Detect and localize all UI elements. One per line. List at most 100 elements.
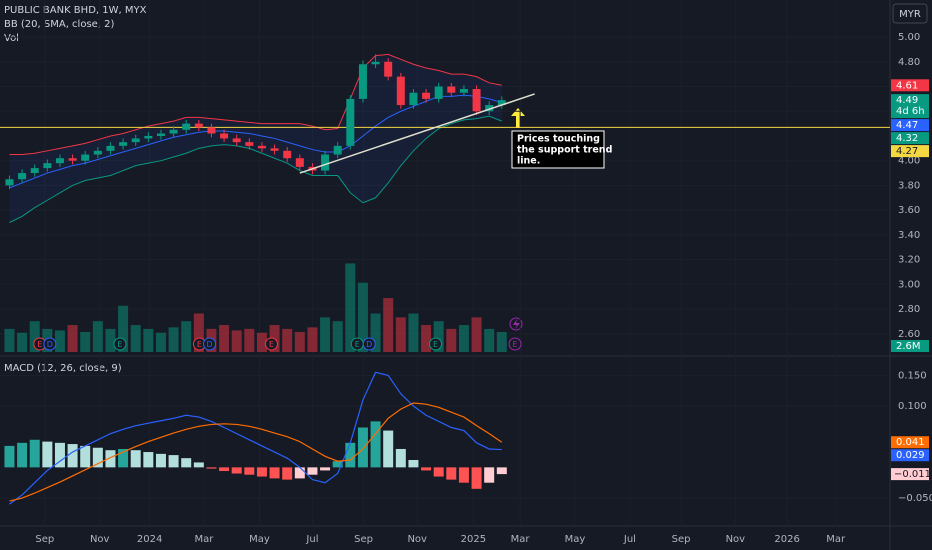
histogram-bar [67,444,78,468]
volume-bar [357,282,368,352]
y-tick-label: 3.80 [898,180,920,191]
volume-bar [421,325,432,352]
event-icon [509,317,523,331]
histogram-tag-label: −0.011 [894,469,931,480]
trendline [299,93,535,174]
volume-bar [383,298,394,352]
histogram-bar [92,447,103,468]
x-tick-label: Sep [354,534,373,545]
candle-body [232,138,241,143]
candle-body [194,123,203,128]
candle-body [30,168,39,174]
event-label: E [197,340,202,349]
histogram-bar [383,430,394,468]
histogram-bar [219,467,230,472]
volume-tag [891,340,929,352]
histogram-bar [155,453,166,468]
countdown: 4d 6h [896,106,925,117]
currency-button[interactable] [892,3,928,24]
volume-bar [29,321,40,352]
candle-body [93,150,102,155]
bb-line [9,115,502,223]
volume-bar [143,328,154,352]
histogram-bar [484,467,495,483]
volume-bar [496,331,507,352]
candle-body [169,129,178,134]
histogram-bar [320,467,331,471]
annotation-box [511,130,605,169]
histogram-tag [891,468,929,481]
volume-bar [458,325,469,352]
price-tag [891,119,929,132]
volume-bar [395,317,406,352]
volume-bar [80,331,91,352]
histogram-bar [269,467,280,479]
volume-bar [370,313,381,352]
candle-body [106,145,115,151]
indicator-label: Vol [4,33,19,44]
annotation-text: Prices touching [517,134,600,145]
price-tag [891,94,929,119]
event-marker [264,337,278,351]
event-label: D [47,340,53,349]
x-tick-label: 2026 [774,534,799,545]
y-tick-label: −0.050 [898,493,932,504]
y-tick-label: 2.60 [898,329,920,340]
candle-body [346,98,355,146]
candle-body [270,148,279,151]
histogram-bar [433,467,444,477]
event-label: D [366,340,372,349]
histogram-bar [181,458,192,468]
volume-bar [219,325,230,352]
volume-bar [54,330,65,352]
candle-body [283,150,292,159]
candle-body [447,86,456,93]
histogram-bar [408,460,419,468]
currency[interactable]: MYR [899,9,921,20]
histogram-bar [307,467,318,475]
candle-body [384,61,393,77]
event-marker [362,337,376,351]
y-tick-label: 3.60 [898,205,920,216]
volume-bar [446,328,457,352]
volume-bar [408,313,419,352]
volume-bar [294,331,305,352]
event-label: E [117,340,122,349]
candle-body [295,158,304,167]
price-tag-label: 4.32 [896,133,918,144]
volume-bar [433,321,444,352]
candle-body [18,173,27,180]
histogram-bar [446,467,457,480]
candle-body [257,145,266,149]
histogram-bar [29,439,40,468]
candle-body [55,158,64,164]
y-tick-label: 2.80 [898,304,920,315]
price-tag-label: 4.27 [896,146,918,157]
histogram-bar [130,450,141,468]
volume-bar [118,305,129,352]
candle-body [156,133,165,136]
candle-body [422,92,431,99]
histogram-bar [143,452,154,468]
volume-bar [282,328,293,352]
histogram-bar [168,455,179,468]
x-tick-label: Mar [194,534,214,545]
candle-body [459,89,468,93]
histogram-bar [231,467,242,474]
macd-line [9,402,503,502]
histogram-bar [17,442,28,468]
x-tick-label: May [565,534,586,545]
candle-body [321,154,330,171]
candle-body [434,86,443,99]
macd-tag-label: 0.029 [896,450,925,461]
volume-bar [181,321,192,352]
volume-bar [231,330,242,352]
volume-bar [320,317,331,352]
candle-body [497,100,506,106]
y-tick-label: 3.40 [898,230,920,241]
macd-tag-label: 0.041 [896,437,925,448]
event-marker [429,337,443,351]
histogram-bar [118,448,129,468]
histogram-bar [395,448,406,468]
event-label: E [513,340,518,349]
